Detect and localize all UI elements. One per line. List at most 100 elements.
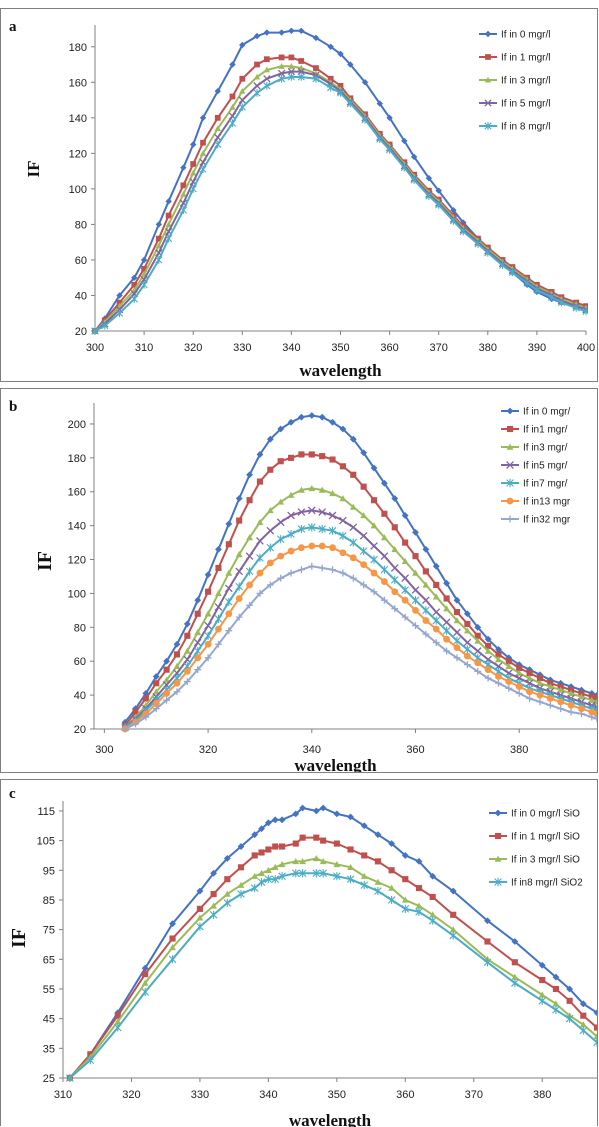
legend-label: If in 0 mgr/l [501, 30, 550, 41]
data-point-s0 [415, 857, 423, 865]
data-point-s0 [376, 100, 383, 107]
data-point-s3 [253, 82, 261, 90]
data-point-s2 [567, 690, 575, 697]
data-point-s3 [319, 869, 327, 878]
data-point-s1 [165, 212, 172, 219]
data-point-s5 [370, 569, 378, 577]
data-point-s2 [264, 866, 272, 874]
series-line-2 [69, 857, 597, 1079]
data-point-s5 [266, 559, 274, 567]
data-point-s6 [121, 725, 129, 733]
data-point-s1 [347, 846, 354, 853]
legend-label: If in 1 mgr/l SiO [511, 832, 580, 843]
data-point-s2 [333, 860, 341, 868]
data-point-s1 [190, 161, 197, 167]
data-point-s4 [287, 73, 295, 81]
data-point-s0 [319, 804, 327, 812]
data-point-s0 [312, 807, 320, 815]
data-point-s1 [474, 632, 481, 639]
data-point-s6 [567, 708, 575, 716]
data-point-s0 [552, 973, 560, 981]
data-point-s1 [536, 675, 544, 682]
data-point-s1 [131, 281, 138, 288]
data-point-s0 [141, 964, 149, 972]
y-axis-title: IF [8, 928, 30, 948]
data-point-s2 [370, 522, 378, 529]
data-point-s3 [453, 628, 461, 637]
data-point-s2 [210, 902, 218, 909]
data-point-s6 [183, 678, 191, 685]
data-point-s0 [235, 495, 243, 502]
legend-label: If in1 mgr/ [523, 425, 568, 436]
data-point-s0 [169, 920, 176, 928]
x-tick-label: 360 [396, 1089, 414, 1101]
data-point-s4 [533, 286, 541, 294]
data-point-s0 [264, 819, 272, 827]
data-point-s6 [463, 661, 471, 668]
data-point-s0 [173, 640, 181, 648]
data-point-s1 [516, 664, 523, 672]
data-point-s0 [349, 435, 357, 443]
data-point-s2 [349, 503, 357, 510]
data-point-s4 [297, 524, 306, 534]
data-point-s0 [484, 635, 492, 643]
legend-label: If in 3 mgr/l [501, 76, 550, 87]
data-point-s2 [246, 534, 253, 541]
data-point-s3 [264, 875, 273, 884]
data-point-s1 [593, 695, 597, 702]
data-point-s3 [263, 75, 271, 83]
y-tick-label: 85 [43, 895, 55, 907]
data-point-s3 [235, 567, 244, 576]
data-point-s4 [297, 73, 305, 81]
data-point-s0 [511, 938, 519, 945]
data-point-s1 [299, 834, 306, 841]
panel-label: a [9, 19, 17, 35]
x-tick-label: 400 [577, 342, 595, 354]
data-point-s2 [401, 557, 409, 564]
data-point-s3 [257, 878, 266, 887]
data-point-s0 [484, 917, 491, 925]
data-point-s5 [567, 701, 575, 709]
data-point-s6 [204, 654, 212, 662]
data-point-s4 [165, 234, 173, 243]
data-point-s5 [484, 666, 492, 674]
data-point-s2 [266, 506, 274, 514]
data-point-s2 [526, 674, 533, 681]
data-point-s4 [199, 165, 207, 174]
data-point-s3 [422, 596, 430, 605]
data-point-s0 [253, 32, 261, 40]
data-point-s1 [116, 299, 123, 306]
chart-svg-b: b 20 40 60 80 100 120 140 160 180 200 300 320 340 360 3… [9, 399, 597, 772]
plot-area [121, 412, 597, 733]
data-point-s3 [411, 586, 420, 594]
data-point-s1 [205, 588, 212, 595]
data-point-s0 [223, 855, 231, 862]
data-point-s4 [459, 227, 467, 236]
data-point-s3 [297, 508, 306, 516]
y-tick-label: 180 [69, 42, 87, 54]
legend-marker [494, 832, 502, 840]
data-point-s1 [327, 75, 334, 82]
data-point-s1 [200, 139, 206, 146]
data-point-s1 [402, 876, 409, 883]
data-point-s6 [225, 627, 233, 635]
data-point-s3 [256, 537, 264, 545]
data-point-s2 [511, 973, 519, 980]
data-point-s2 [380, 534, 388, 541]
data-point-s3 [276, 518, 285, 527]
data-point-s1 [552, 985, 559, 993]
data-point-s1 [495, 651, 502, 658]
data-point-s0 [360, 822, 368, 830]
data-point-s0 [180, 164, 187, 171]
legend-marker [506, 497, 514, 505]
data-point-s2 [299, 857, 307, 865]
data-point-s0 [450, 207, 457, 214]
data-point-s5 [215, 625, 222, 633]
data-point-s1 [287, 454, 295, 461]
data-point-s0 [495, 645, 502, 653]
data-point-s1 [256, 478, 263, 485]
data-point-s1 [580, 1012, 587, 1019]
data-point-s0 [194, 596, 202, 604]
data-point-s6 [298, 566, 305, 574]
data-point-s1 [511, 959, 518, 966]
